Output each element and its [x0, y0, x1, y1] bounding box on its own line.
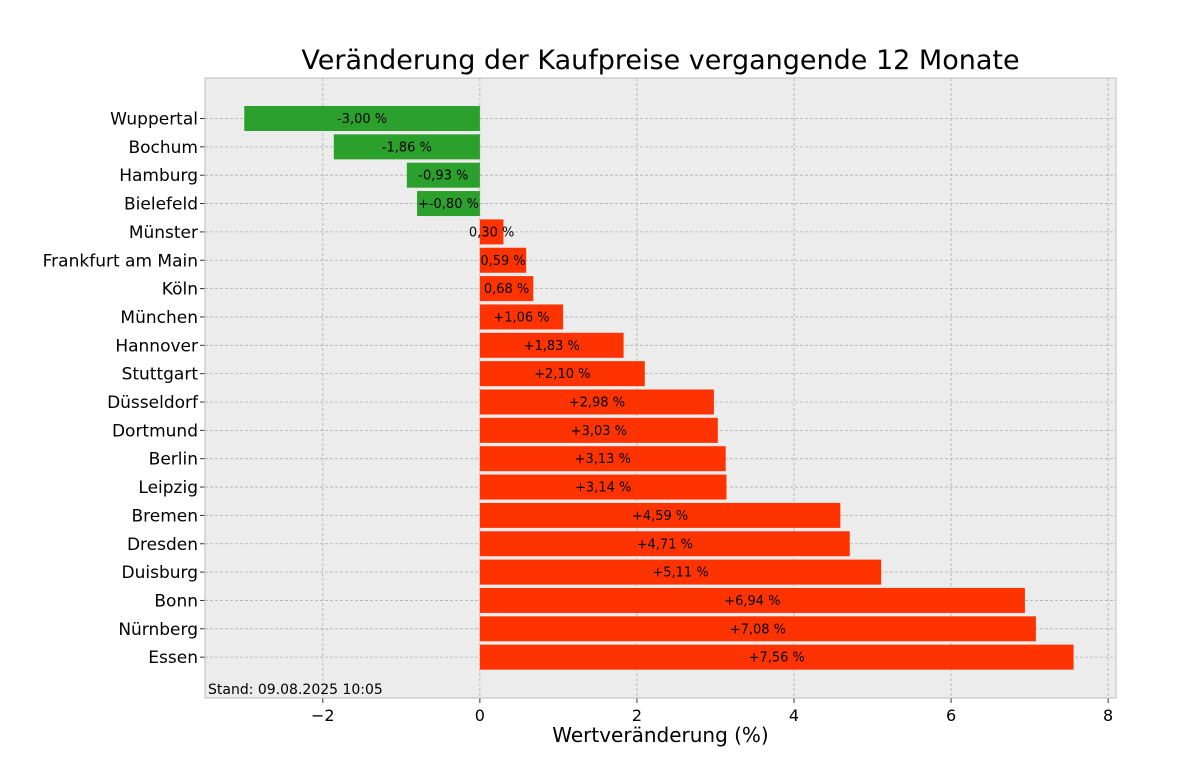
y-tick-label: Köln [162, 280, 198, 300]
y-tick-label: Frankfurt am Main [43, 251, 198, 271]
x-tick-label: 2 [632, 706, 642, 725]
bar-value-label: +3,14 % [575, 481, 631, 496]
bar [479, 417, 718, 443]
bar-value-label: 0,59 % [480, 254, 525, 269]
bar [479, 446, 726, 472]
y-tick-label: Leipzig [138, 478, 198, 498]
bar [479, 276, 534, 302]
bar-value-label: +2,10 % [534, 367, 590, 382]
y-tick-label: Düsseldorf [107, 393, 199, 413]
bar-value-label: +4,59 % [632, 509, 688, 524]
y-tick-label: Bochum [128, 138, 198, 158]
bars [244, 106, 1074, 670]
bar-value-label: +1,06 % [493, 310, 549, 325]
y-tick-label: München [120, 308, 198, 328]
bar [479, 219, 504, 245]
bar [479, 304, 564, 330]
y-tick-label: Dortmund [112, 421, 198, 441]
chart-title: Veränderung der Kaufpreise vergangende 1… [301, 45, 1019, 76]
x-tick-label: 6 [946, 706, 956, 725]
bar-value-label: +4,71 % [637, 537, 693, 552]
x-tick-label: 4 [789, 706, 799, 725]
x-tick-label: 0 [475, 706, 485, 725]
x-axis-ticks: −2 0 2 4 6 8 [311, 698, 1113, 725]
y-tick-label: Stuttgart [122, 365, 199, 385]
bar [479, 247, 527, 273]
bar [479, 616, 1036, 642]
bar-value-label: +7,56 % [749, 651, 805, 666]
bar [479, 587, 1025, 613]
y-tick-label: Hannover [115, 336, 198, 356]
y-tick-label: Berlin [149, 450, 198, 470]
y-tick-label: Nürnberg [118, 620, 198, 640]
bar-value-label: +-0,80 % [418, 197, 479, 212]
bar [479, 502, 841, 528]
bar [417, 191, 480, 217]
bar-value-label: 0,30 % [469, 225, 514, 240]
y-tick-label: Bielefeld [124, 195, 198, 215]
x-tick-label: −2 [311, 706, 335, 725]
bar-labels: -3,00 % -1,86 % -0,93 % +-0,80 % 0,30 % 0,59 … [337, 112, 805, 666]
bar-value-label: +3,03 % [571, 424, 627, 439]
x-tick-label: 8 [1103, 706, 1113, 725]
bar-value-label: -3,00 % [337, 112, 387, 127]
bar-value-label: +5,11 % [652, 566, 708, 581]
bar [333, 134, 480, 160]
bar-value-label: +1,83 % [524, 339, 580, 354]
bar [479, 474, 727, 500]
y-tick-label: Essen [148, 648, 198, 668]
bar [406, 162, 480, 188]
timestamp-note: Stand: 09.08.2025 10:05 [208, 682, 383, 698]
bar-value-label: +6,94 % [724, 594, 780, 609]
x-axis-label: Wertveränderung (%) [552, 723, 769, 747]
y-tick-label: Münster [129, 223, 198, 243]
bar [244, 106, 480, 131]
bar-value-label: -0,93 % [418, 169, 468, 184]
y-tick-label: Hamburg [119, 166, 198, 186]
y-tick-label: Bremen [131, 506, 198, 526]
bar-value-label: +3,13 % [575, 452, 631, 467]
y-tick-label: Dresden [127, 535, 198, 555]
y-tick-label: Wuppertal [110, 110, 198, 130]
bar-value-label: +7,08 % [730, 622, 786, 637]
plot-frame [204, 77, 1117, 699]
bar [479, 389, 714, 415]
y-tick-label: Bonn [154, 591, 198, 611]
bar [479, 559, 882, 585]
bar [479, 531, 850, 557]
bar-value-label: +2,98 % [569, 396, 625, 411]
bar [479, 361, 645, 387]
bar-value-label: 0,68 % [484, 282, 529, 297]
bar-value-label: -1,86 % [382, 140, 432, 155]
bar [479, 332, 624, 358]
bar [479, 644, 1074, 670]
y-tick-label: Duisburg [122, 563, 199, 583]
y-axis-ticks: Wuppertal Bochum Hamburg Bielefeld Münster Fr… [43, 110, 205, 668]
